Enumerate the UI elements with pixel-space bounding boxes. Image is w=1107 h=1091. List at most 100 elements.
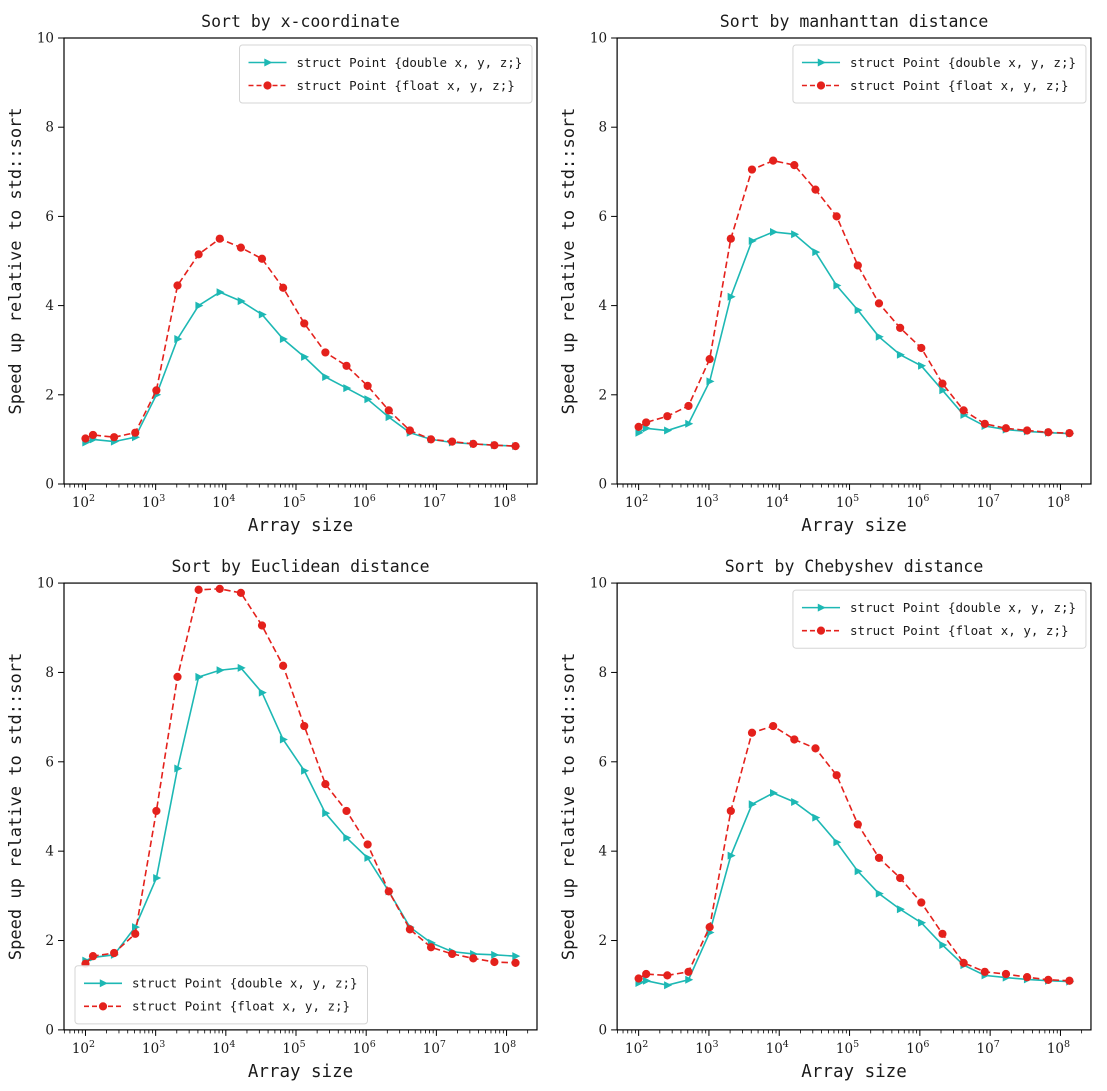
triangle-right-marker (769, 228, 779, 236)
circle-marker (300, 319, 309, 328)
series-double-line (85, 291, 516, 447)
legend-label-double: struct Point {double x, y, z;} (297, 55, 523, 70)
x-axis-label: Array size (248, 516, 353, 536)
chart-title: Sort by manhanttan distance (720, 12, 988, 31)
triangle-right-marker (685, 419, 694, 428)
series-float-line (85, 237, 516, 447)
x-tick-label: 105 (282, 493, 305, 511)
circle-marker (426, 435, 436, 444)
triangle-right-marker (791, 797, 800, 806)
circle-marker (405, 925, 414, 934)
triangle-right-marker (918, 361, 927, 370)
circle-marker (342, 806, 351, 816)
circle-marker (980, 419, 989, 428)
circle-marker (300, 721, 309, 731)
legend-box (239, 44, 533, 104)
circle-marker (173, 281, 182, 290)
circle-marker (1001, 969, 1011, 979)
series-double-line (638, 792, 1070, 987)
triangle-right-marker (854, 306, 863, 315)
circle-marker (634, 974, 643, 983)
circle-marker (469, 954, 478, 963)
y-tick-label: 6 (45, 754, 54, 770)
circle-marker (1001, 424, 1011, 433)
triangle-right-marker (195, 672, 204, 681)
triangle-right-marker (279, 735, 288, 744)
legend: struct Point {double x, y, z;} struct Poi… (74, 965, 368, 1025)
triangle-right-marker (664, 981, 673, 990)
x-axis-label: Array size (248, 1062, 353, 1082)
x-tick-label: 102 (72, 1039, 95, 1057)
circle-marker (642, 418, 651, 427)
circle-marker (938, 379, 947, 388)
triangle-right-marker (642, 976, 651, 985)
x-tick-label: 106 (353, 493, 376, 511)
triangle-right-marker (685, 975, 694, 984)
triangle-right-marker (769, 789, 779, 798)
circle-marker (321, 780, 330, 789)
y-tick-label: 4 (45, 298, 54, 314)
x-tick-label: 107 (977, 493, 1000, 511)
triangle-right-marker (216, 666, 225, 675)
x-axis: 102 103 104 105 106 107 108 (63, 484, 529, 511)
x-axis: 102 103 104 105 106 107 108 (617, 1029, 1083, 1057)
chart-title: Sort by Chebyshev distance (725, 557, 984, 576)
circle-marker (832, 212, 841, 221)
y-tick-label: 4 (598, 844, 607, 860)
plot-area-frame (63, 37, 538, 485)
triangle-right-marker (748, 236, 757, 245)
y-axis: 0 2 4 6 8 10 (37, 576, 64, 1038)
triangle-right-marker (195, 301, 204, 310)
triangle-right-marker (216, 288, 225, 297)
x-tick-label: 105 (836, 1039, 859, 1057)
circle-marker (790, 735, 799, 744)
x-tick-label: 102 (72, 493, 95, 511)
y-axis: 0 2 4 6 8 10 (37, 31, 64, 493)
y-axis: 0 2 4 6 8 10 (590, 31, 618, 492)
y-tick-label: 8 (45, 665, 54, 681)
x-tick-label: 105 (836, 493, 859, 511)
circle-marker (634, 422, 643, 432)
circle-marker (363, 381, 372, 390)
circle-marker (131, 929, 140, 938)
circle-marker (257, 621, 267, 630)
triangle-right-marker (817, 58, 826, 67)
circle-marker (405, 426, 414, 435)
triangle-right-marker (817, 603, 826, 612)
y-tick-label: 8 (45, 120, 54, 136)
triangle-right-marker (264, 58, 273, 67)
x-tick-label: 104 (212, 1039, 235, 1057)
circle-marker (811, 185, 820, 194)
series-double (82, 288, 521, 451)
chart-cell-top-right: Sort by manhanttan distance Array size Spe… (553, 0, 1107, 545)
circle-marker (511, 958, 520, 967)
circle-marker (769, 721, 778, 731)
y-tick-label: 8 (598, 665, 607, 681)
circle-marker (1044, 428, 1053, 437)
series-float (634, 156, 1074, 438)
circle-marker (1044, 975, 1053, 984)
circle-marker (769, 156, 778, 165)
legend-label-float: struct Point {float x, y, z;} (297, 78, 515, 93)
y-axis-label: Speed up relative to std::sort (6, 653, 26, 960)
y-axis: 0 2 4 6 8 10 (590, 576, 618, 1038)
circle-marker (384, 887, 393, 896)
circle-marker (1065, 429, 1074, 438)
chart-cell-bottom-left: Sort by Euclidean distance Array size Spee… (0, 545, 553, 1091)
circle-marker (663, 412, 672, 421)
y-tick-label: 2 (598, 933, 607, 949)
circle-marker (705, 355, 714, 364)
y-tick-label: 2 (45, 387, 54, 403)
circle-marker (816, 626, 826, 635)
circle-marker (642, 969, 651, 979)
y-tick-label: 4 (45, 844, 54, 860)
circle-marker (215, 584, 224, 593)
x-tick-label: 106 (906, 493, 929, 511)
y-tick-label: 10 (37, 576, 54, 592)
circle-marker (236, 588, 245, 598)
y-tick-label: 6 (598, 209, 607, 225)
x-axis: 102 103 104 105 106 107 108 (63, 1029, 529, 1057)
triangle-right-marker (322, 373, 331, 381)
series-float-line (638, 159, 1070, 434)
